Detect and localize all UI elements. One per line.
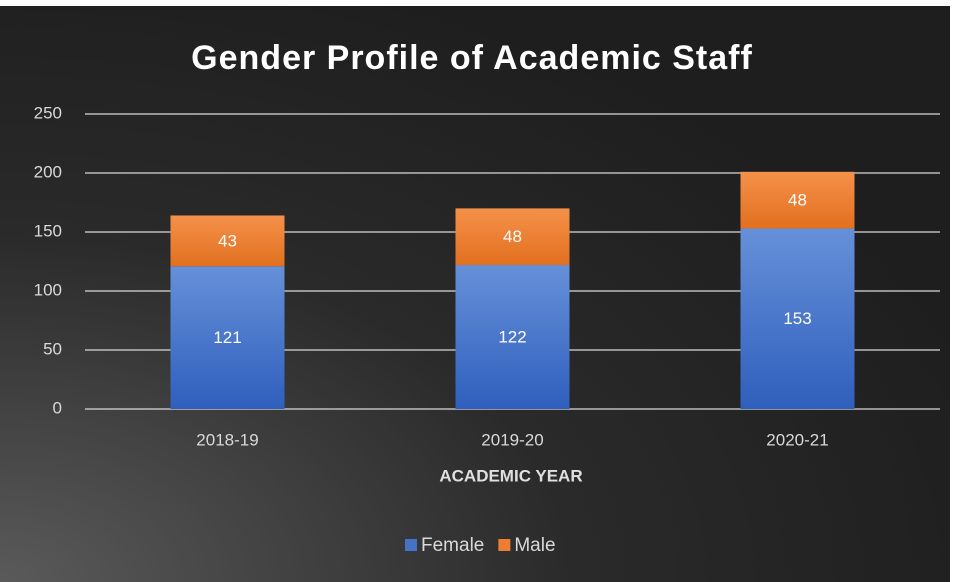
data-label: 122 [498,328,526,347]
y-tick-label: 50 [43,339,62,358]
x-tick-label: 2018-19 [196,430,258,449]
y-tick-label: 200 [34,162,62,181]
data-label: 43 [218,231,237,250]
data-label: 153 [783,309,811,328]
data-label: 48 [788,191,807,210]
bar-segment [170,215,285,267]
x-axis-label: ACADEMIC YEAR [439,466,582,485]
y-tick-label: 100 [34,280,62,299]
legend-label: Male [514,535,555,556]
legend-swatch [405,539,417,551]
legend-label: Female [421,535,484,556]
bar-segment [740,228,855,409]
data-label: 48 [503,227,522,246]
bar-segment [740,171,855,229]
y-tick-label: 150 [34,221,62,240]
data-label: 121 [213,328,241,347]
legend-swatch [498,539,511,551]
y-tick-label: 250 [34,103,62,122]
x-tick-label: 2020-21 [766,430,828,449]
y-tick-label: 0 [53,398,62,417]
bar-segment [455,265,570,409]
bar-segment [455,208,570,266]
bar-segment [170,266,285,409]
x-tick-label: 2019-20 [481,430,543,449]
chart-title: Gender Profile of Academic Staff [191,39,753,77]
